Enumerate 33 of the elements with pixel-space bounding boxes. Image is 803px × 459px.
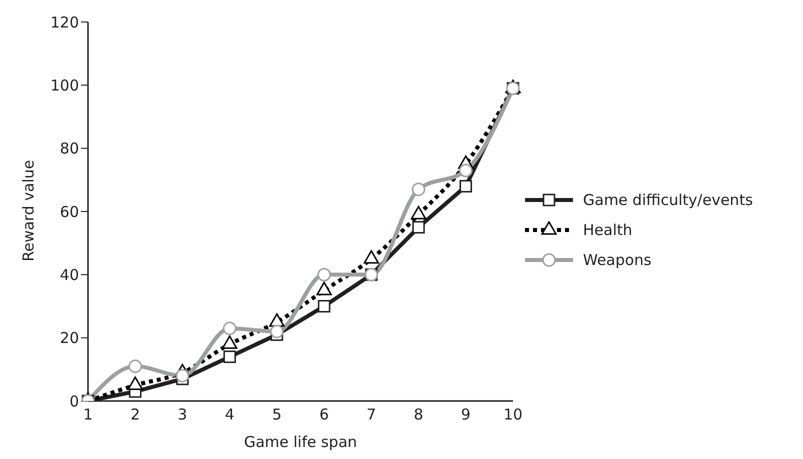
- x-tick-label: 10: [503, 406, 523, 424]
- legend-label: Weapons: [583, 250, 652, 268]
- legend-label: Game difficulty/events: [583, 190, 753, 208]
- x-tick-label: 2: [130, 406, 140, 424]
- y-tick-label: 120: [50, 13, 79, 32]
- x-tick-label: 5: [272, 406, 282, 424]
- y-tick-label: 100: [50, 76, 79, 94]
- point: [460, 180, 472, 192]
- y-tick-label: 0: [69, 392, 79, 410]
- y-axis-title: Reward value: [19, 160, 38, 262]
- point: [222, 322, 236, 336]
- point: [223, 350, 236, 364]
- point: [317, 268, 331, 282]
- y-tick-label: 20: [60, 329, 79, 348]
- legend-label: Health: [583, 220, 632, 238]
- point: [412, 221, 425, 234]
- point: [318, 300, 330, 312]
- x-tick-label: 6: [319, 406, 329, 424]
- x-tick-label: 9: [461, 406, 471, 424]
- x-tick-label: 8: [414, 406, 424, 424]
- y-tick-label: 60: [60, 202, 79, 221]
- point: [459, 164, 473, 178]
- point: [412, 182, 426, 196]
- x-tick-label: 1: [83, 406, 93, 424]
- point: [270, 324, 284, 338]
- point: [128, 360, 142, 374]
- y-tick-label: 80: [60, 140, 79, 158]
- point: [176, 368, 190, 382]
- x-tick-label: 3: [178, 406, 188, 424]
- y-tick-label: 40: [60, 266, 79, 284]
- x-axis-title: Game life span: [244, 433, 358, 451]
- x-tick-label: 4: [224, 406, 234, 424]
- x-tick-label: 7: [366, 406, 376, 424]
